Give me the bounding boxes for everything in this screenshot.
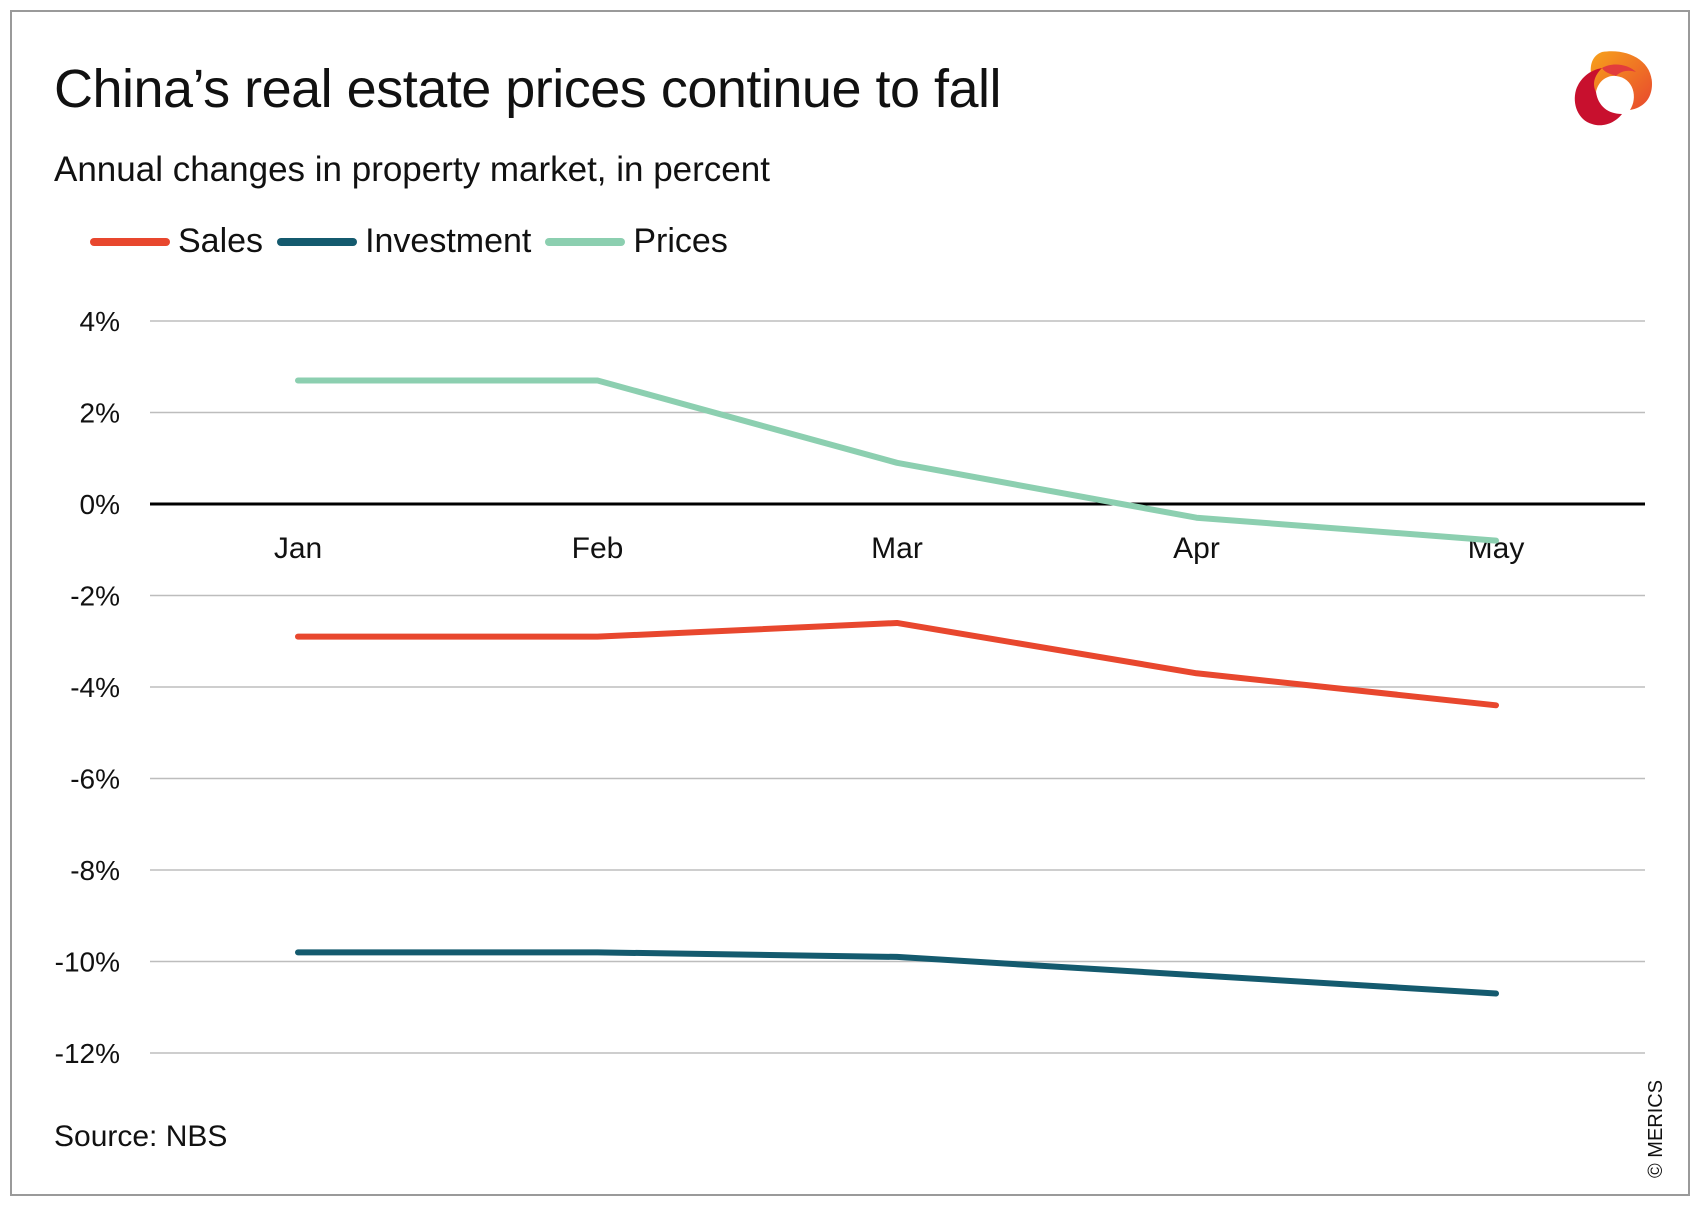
- legend-item-prices: Prices: [545, 222, 728, 261]
- y-tick-label: -12%: [55, 1038, 120, 1069]
- x-tick-label: Jan: [274, 532, 322, 565]
- y-tick-label: -2%: [70, 581, 120, 612]
- legend-item-sales: Sales: [90, 222, 263, 261]
- series-line-sales: [295, 619, 1499, 709]
- chart-frame: [10, 10, 1690, 1196]
- x-tick-label: Apr: [1173, 532, 1220, 565]
- y-tick-label: 2%: [80, 398, 120, 429]
- legend-swatch-investment: [277, 237, 358, 246]
- y-tick-label: 4%: [80, 306, 120, 337]
- x-tick-label: Mar: [871, 532, 923, 565]
- series-line-prices: [295, 377, 1499, 544]
- source-note: Source: NBS: [54, 1120, 228, 1153]
- chart-title: China’s real estate prices continue to f…: [54, 59, 1002, 119]
- legend-swatch-prices: [545, 237, 626, 246]
- legend-label-prices: Prices: [633, 222, 728, 260]
- chart-subtitle: Annual changes in property market, in pe…: [54, 150, 770, 189]
- legend: Sales Investment Prices: [90, 222, 742, 261]
- series-line-investment: [295, 949, 1499, 997]
- merics-logo-icon: [1574, 51, 1652, 126]
- x-tick-label: Feb: [572, 532, 624, 565]
- y-tick-label: -6%: [70, 764, 120, 795]
- y-tick-label: -4%: [70, 672, 120, 703]
- legend-label-sales: Sales: [178, 222, 264, 260]
- legend-label-investment: Investment: [365, 222, 532, 260]
- legend-item-investment: Investment: [277, 222, 531, 261]
- y-tick-label: -8%: [70, 855, 120, 886]
- y-tick-label: -10%: [55, 947, 120, 978]
- legend-swatch-sales: [90, 237, 170, 246]
- copyright-note: © MERICS: [1645, 1079, 1667, 1178]
- y-tick-label: 0%: [80, 489, 120, 520]
